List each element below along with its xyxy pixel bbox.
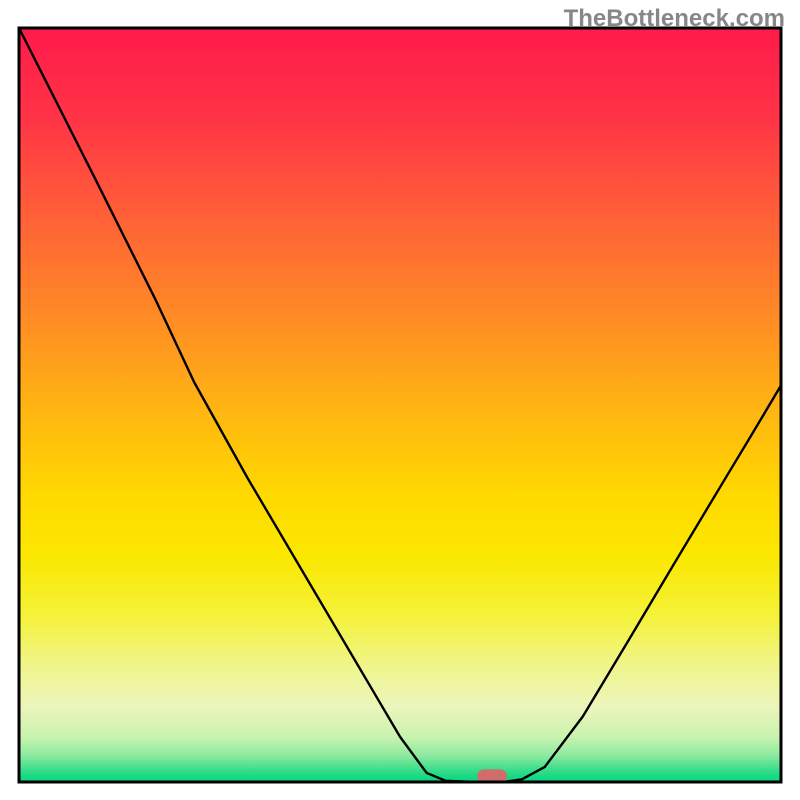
- watermark-text: TheBottleneck.com: [564, 5, 785, 33]
- chart-background: [19, 28, 781, 782]
- bottleneck-chart: [0, 0, 800, 800]
